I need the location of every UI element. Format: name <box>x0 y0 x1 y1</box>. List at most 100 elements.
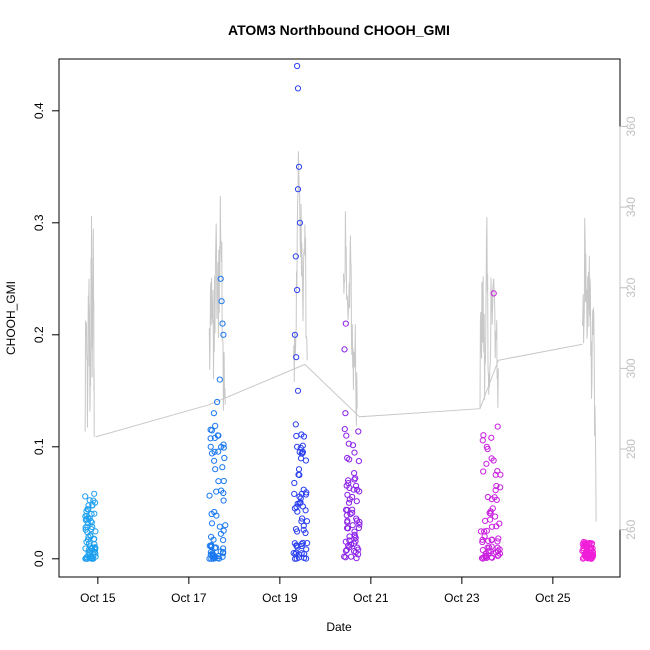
data-point <box>356 488 363 495</box>
data-point <box>341 346 348 353</box>
data-point <box>348 553 355 560</box>
data-point <box>351 531 358 539</box>
data-point <box>211 457 218 464</box>
data-point <box>579 555 587 562</box>
data-point <box>351 470 358 477</box>
data-point <box>217 548 224 555</box>
x-axis-label: Date <box>326 620 352 634</box>
plot-box <box>58 58 621 578</box>
gray-line-segment <box>343 211 358 426</box>
data-point <box>84 506 91 513</box>
data-point <box>343 432 350 439</box>
data-point <box>355 524 362 532</box>
data-point <box>588 540 596 547</box>
y-axis-label: CHOOH_GMI <box>4 281 18 355</box>
data-point <box>294 186 302 193</box>
data-point <box>494 538 501 545</box>
data-point <box>494 468 501 475</box>
data-point <box>492 487 499 494</box>
data-point <box>87 553 94 560</box>
gray-line-segment <box>208 195 226 411</box>
data-point <box>352 482 360 489</box>
data-point <box>293 503 300 511</box>
data-point <box>213 488 220 495</box>
data-point <box>346 496 353 503</box>
data-point <box>479 437 486 444</box>
data-point <box>496 520 503 527</box>
data-point <box>299 515 306 522</box>
data-point <box>352 549 359 556</box>
data-point <box>346 456 353 463</box>
data-point <box>302 507 309 514</box>
data-point <box>212 553 219 561</box>
data-point <box>207 426 214 433</box>
data-point <box>479 538 486 546</box>
data-point <box>494 544 501 551</box>
x-tick-label: Oct 17 <box>171 591 207 605</box>
data-point <box>303 555 310 562</box>
data-point <box>212 466 219 473</box>
data-point <box>208 520 216 527</box>
data-point <box>477 528 485 535</box>
data-point <box>91 541 98 548</box>
y-tick-label: 0.3 <box>32 214 46 231</box>
data-point <box>579 548 586 555</box>
data-point <box>488 523 496 530</box>
data-point <box>300 522 307 529</box>
data-point <box>92 499 99 506</box>
data-point <box>346 537 353 544</box>
data-point <box>298 450 305 457</box>
data-point <box>220 548 227 556</box>
data-point <box>291 331 298 338</box>
data-point <box>488 434 495 441</box>
data-point <box>346 543 353 551</box>
data-point <box>497 471 504 478</box>
data-point <box>296 219 303 226</box>
data-point <box>295 471 302 478</box>
data-point <box>299 448 306 455</box>
data-point <box>300 526 307 534</box>
data-point <box>299 539 306 546</box>
data-point <box>215 448 222 455</box>
data-point <box>88 519 95 526</box>
y-tick-label: 0.0 <box>32 550 46 567</box>
x-tick-label: Oct 15 <box>80 591 116 605</box>
data-point <box>342 554 349 561</box>
data-point <box>588 555 595 562</box>
data-point <box>293 542 300 550</box>
data-point <box>216 376 223 383</box>
gray-line-layer <box>84 151 597 522</box>
gray-connector-line <box>95 343 583 438</box>
data-point <box>490 290 497 297</box>
data-point <box>479 555 486 562</box>
data-point <box>302 529 309 537</box>
data-point <box>291 490 298 497</box>
data-point <box>212 422 219 429</box>
data-point <box>211 434 218 441</box>
y2-tick-label: 340 <box>624 197 638 217</box>
y2-tick-label: 280 <box>624 439 638 459</box>
data-point <box>91 510 98 517</box>
data-point <box>210 536 217 543</box>
data-point <box>351 449 358 456</box>
data-point <box>294 387 302 394</box>
data-point <box>295 554 302 561</box>
data-point <box>208 542 215 549</box>
data-point <box>488 455 495 462</box>
data-point <box>480 468 487 475</box>
data-point <box>91 490 98 497</box>
data-point <box>291 505 298 512</box>
data-point <box>342 547 349 554</box>
data-point <box>219 320 226 327</box>
data-point <box>216 523 223 530</box>
data-point <box>483 443 490 450</box>
data-point <box>219 464 226 471</box>
points-layer <box>82 62 597 562</box>
data-point <box>349 522 356 529</box>
data-point <box>220 489 227 497</box>
data-point <box>352 538 359 545</box>
data-point <box>82 493 89 500</box>
data-point <box>294 443 301 450</box>
gray-line-segment <box>84 215 95 437</box>
data-point <box>353 555 360 562</box>
